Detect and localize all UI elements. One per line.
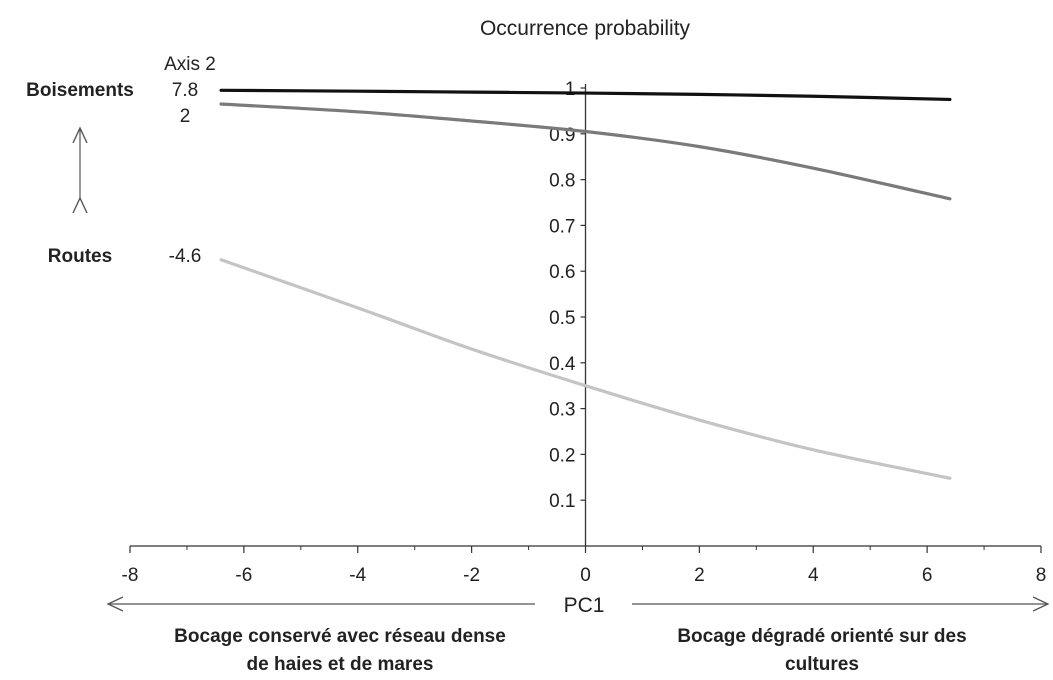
y-tick-label: 0.5: [549, 308, 575, 329]
series-line-3: [219, 258, 952, 480]
right-descriptor-line-1: Bocage dégradé orienté sur des: [677, 626, 966, 647]
x-tick-label: -6: [235, 565, 252, 586]
series-label-3: -4.6: [169, 246, 202, 267]
chart-title: Occurrence probability: [480, 17, 691, 40]
series-label-1: 7.8: [172, 80, 198, 101]
axes: -8 -6 -4 -2 0 2 4 6 80.10.20.30.40.50.60.70.80.9…: [122, 79, 1047, 586]
x-tick-label: 8: [1036, 565, 1047, 586]
y-tick-label: 0.3: [549, 400, 575, 421]
x-tick-label: 0: [580, 565, 591, 586]
series-line-1: [219, 88, 952, 102]
left-descriptor-line-1: Bocage conservé avec réseau dense: [174, 626, 506, 647]
x-tick-label: -2: [463, 565, 480, 586]
right-descriptor-line-2: cultures: [785, 654, 859, 675]
x-axis-label: PC1: [564, 594, 605, 617]
x-tick-label: -8: [122, 565, 139, 586]
y-tick-label: 0.4: [549, 354, 576, 375]
x-tick-label: 6: [922, 565, 933, 586]
series-lines: [219, 88, 952, 480]
x-tick-label: 2: [694, 565, 705, 586]
y-tick-label: 0.7: [549, 216, 575, 237]
y-tick-label: 1: [565, 79, 576, 100]
left-descriptor-line-2: de haies et de mares: [247, 654, 434, 675]
legend-top-label: Boisements: [26, 80, 134, 101]
legend-bottom-label: Routes: [48, 246, 112, 267]
y-tick-label: 0.1: [549, 491, 575, 512]
series-labels: 7.8 2 -4.6: [169, 80, 202, 267]
series-line-2: [219, 102, 952, 201]
legend-title: Axis 2: [164, 54, 216, 75]
y-tick-label: 0.6: [549, 262, 575, 283]
x-tick-label: -4: [349, 565, 366, 586]
y-tick-label: 0.2: [549, 445, 575, 466]
y-tick-label: 0.8: [549, 171, 575, 192]
x-tick-label: 4: [808, 565, 819, 586]
series-label-2: 2: [180, 106, 191, 127]
